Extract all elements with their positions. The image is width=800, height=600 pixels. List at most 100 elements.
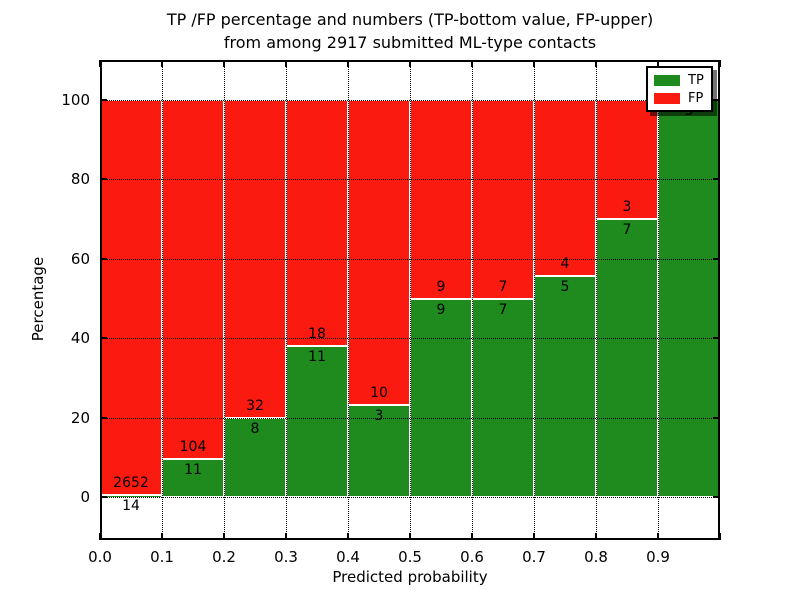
x-tick-mark (285, 60, 287, 67)
x-tick-label: 0.4 (336, 548, 360, 566)
x-tick-mark (161, 60, 163, 67)
fp-count-label: 104 (179, 439, 207, 455)
bar-segment-fp (349, 100, 409, 405)
y-tick-mark (100, 417, 107, 419)
chart-title: TP /FP percentage and numbers (TP-bottom… (100, 8, 720, 54)
x-tick-mark (533, 60, 535, 67)
x-tick-mark (471, 60, 473, 67)
legend: TP FP (646, 66, 713, 112)
tp-count-label: 8 (250, 421, 260, 437)
tp-legend-label: TP (688, 72, 704, 88)
tp-count-label: 7 (498, 302, 508, 318)
tp-legend-swatch (654, 74, 680, 86)
x-tick-label: 0.6 (460, 548, 484, 566)
tp-count-label: 5 (560, 279, 570, 295)
x-gridline (224, 60, 225, 540)
bar-segment-fp (163, 100, 223, 459)
y-tick-mark (100, 496, 107, 498)
chart-title-line1: TP /FP percentage and numbers (TP-bottom… (166, 10, 654, 29)
x-gridline (658, 60, 659, 540)
y-tick-mark (713, 496, 720, 498)
x-gridline (596, 60, 597, 540)
fp-count-label: 3 (622, 199, 632, 215)
y-tick-mark (713, 99, 720, 101)
y-tick-mark (713, 258, 720, 260)
x-tick-label: 0.8 (584, 548, 608, 566)
bar-segment-tp (287, 346, 347, 497)
x-tick-label: 0.3 (274, 548, 298, 566)
y-tick-label: 80 (70, 170, 90, 188)
bar-segment-fp (287, 100, 347, 346)
fp-count-label: 9 (436, 279, 446, 295)
bar-segment-tp (163, 459, 223, 497)
bar-segment-fp (535, 100, 595, 276)
x-tick-mark (533, 533, 535, 540)
tp-count-label: 11 (308, 349, 326, 365)
x-gridline (348, 60, 349, 540)
bar-segment-tp (535, 276, 595, 497)
x-tick-mark (657, 533, 659, 540)
y-axis-label: Percentage (29, 256, 47, 342)
fp-count-label: 4 (560, 256, 570, 272)
chart-title-line2: from among 2917 submitted ML-type contac… (223, 33, 597, 52)
bar-segment-fp (101, 100, 161, 495)
x-tick-mark (223, 60, 225, 67)
x-tick-mark (99, 60, 101, 67)
fp-count-label: 10 (370, 385, 388, 401)
bar-segment-tp (411, 299, 471, 497)
y-tick-label: 0 (80, 488, 90, 506)
tp-count-label: 9 (436, 302, 446, 318)
x-axis-label: Predicted probability (332, 568, 488, 586)
x-tick-mark (657, 60, 659, 67)
x-tick-mark (409, 60, 411, 67)
legend-item-fp: FP (654, 91, 705, 106)
x-tick-mark (223, 533, 225, 540)
x-tick-mark (347, 60, 349, 67)
x-tick-mark (595, 533, 597, 540)
y-tick-label: 100 (61, 91, 90, 109)
fp-count-label: 18 (308, 326, 326, 342)
x-tick-mark (719, 60, 721, 67)
fp-legend-label: FP (688, 90, 704, 106)
y-tick-label: 40 (70, 329, 90, 347)
tp-count-label: 14 (122, 498, 140, 514)
x-tick-label: 0.1 (150, 548, 174, 566)
x-tick-label: 0.0 (88, 548, 112, 566)
x-tick-mark (161, 533, 163, 540)
x-tick-mark (409, 533, 411, 540)
tp-count-label: 7 (622, 222, 632, 238)
fp-count-label: 7 (498, 279, 508, 295)
x-tick-label: 0.2 (212, 548, 236, 566)
x-gridline (534, 60, 535, 540)
x-tick-label: 0.5 (398, 548, 422, 566)
x-tick-label: 0.7 (522, 548, 546, 566)
y-tick-label: 60 (70, 250, 90, 268)
y-tick-mark (100, 258, 107, 260)
y-tick-mark (100, 178, 107, 180)
x-tick-mark (347, 533, 349, 540)
x-tick-mark (99, 533, 101, 540)
fp-count-label: 2652 (113, 475, 149, 491)
x-gridline (410, 60, 411, 540)
x-tick-mark (285, 533, 287, 540)
y-tick-mark (713, 337, 720, 339)
x-tick-mark (595, 60, 597, 67)
tp-count-label: 3 (374, 408, 384, 424)
x-gridline (162, 60, 163, 540)
x-tick-label: 0.9 (646, 548, 670, 566)
bar-segment-fp (411, 100, 471, 299)
plot-area: TP FP 2652141041132818111039977453730.00… (61, 60, 721, 566)
tp-count-label: 11 (184, 462, 202, 478)
x-tick-mark (719, 533, 721, 540)
x-gridline (472, 60, 473, 540)
y-tick-mark (100, 337, 107, 339)
bar-segment-tp (473, 299, 533, 497)
y-tick-mark (713, 417, 720, 419)
y-tick-mark (713, 178, 720, 180)
y-tick-mark (100, 99, 107, 101)
fp-count-label: 32 (246, 398, 264, 414)
x-tick-mark (471, 533, 473, 540)
bar-segment-tp (597, 219, 657, 497)
x-gridline (286, 60, 287, 540)
